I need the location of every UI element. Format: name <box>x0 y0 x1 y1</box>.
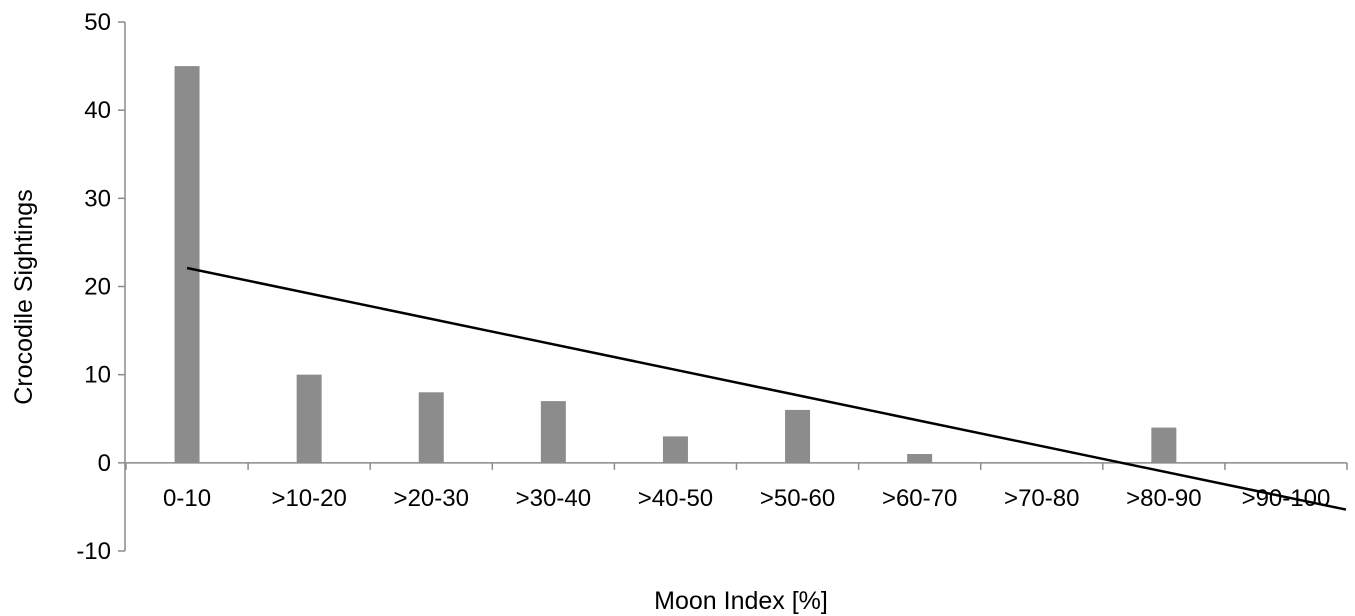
x-tick-label: >60-70 <box>882 485 957 512</box>
x-tick-label: >30-40 <box>516 485 591 512</box>
bars <box>174 66 1177 463</box>
trendline-group <box>186 266 1347 511</box>
x-tick-label: >80-90 <box>1126 485 1201 512</box>
y-tick-label: 10 <box>84 362 111 389</box>
trendline <box>186 266 1347 511</box>
y-tick-label: -10 <box>76 538 111 565</box>
bar <box>296 374 322 463</box>
bar <box>785 409 811 463</box>
bar <box>1151 427 1177 463</box>
bar <box>662 436 688 463</box>
x-axis: 0-10 >10-20 >20-30 >30-40 >40-50 >50-60 >60-70… <box>125 462 1348 512</box>
x-tick-label: >10-20 <box>271 485 346 512</box>
y-axis-title: Crocodile Sightings <box>10 189 38 404</box>
y-tick-label: 40 <box>84 97 111 124</box>
y-axis: -10 0 10 20 30 40 50 <box>76 9 126 565</box>
x-tick-label: >20-30 <box>394 485 469 512</box>
x-tick-label: >90-100 <box>1242 485 1331 512</box>
y-tick-label: 30 <box>84 185 111 212</box>
y-tick-label: 50 <box>84 9 111 36</box>
y-tick-label: 0 <box>98 450 111 477</box>
bar <box>907 454 933 463</box>
y-tick-label: 20 <box>84 274 111 301</box>
x-tick-label: >50-60 <box>760 485 835 512</box>
x-tick-label: >40-50 <box>638 485 713 512</box>
x-tick-label: >70-80 <box>1004 485 1079 512</box>
bar <box>418 392 444 463</box>
bar <box>174 66 200 463</box>
x-tick-label: 0-10 <box>163 485 211 512</box>
bar <box>540 401 566 463</box>
x-axis-title: Moon Index [%] <box>654 587 828 615</box>
